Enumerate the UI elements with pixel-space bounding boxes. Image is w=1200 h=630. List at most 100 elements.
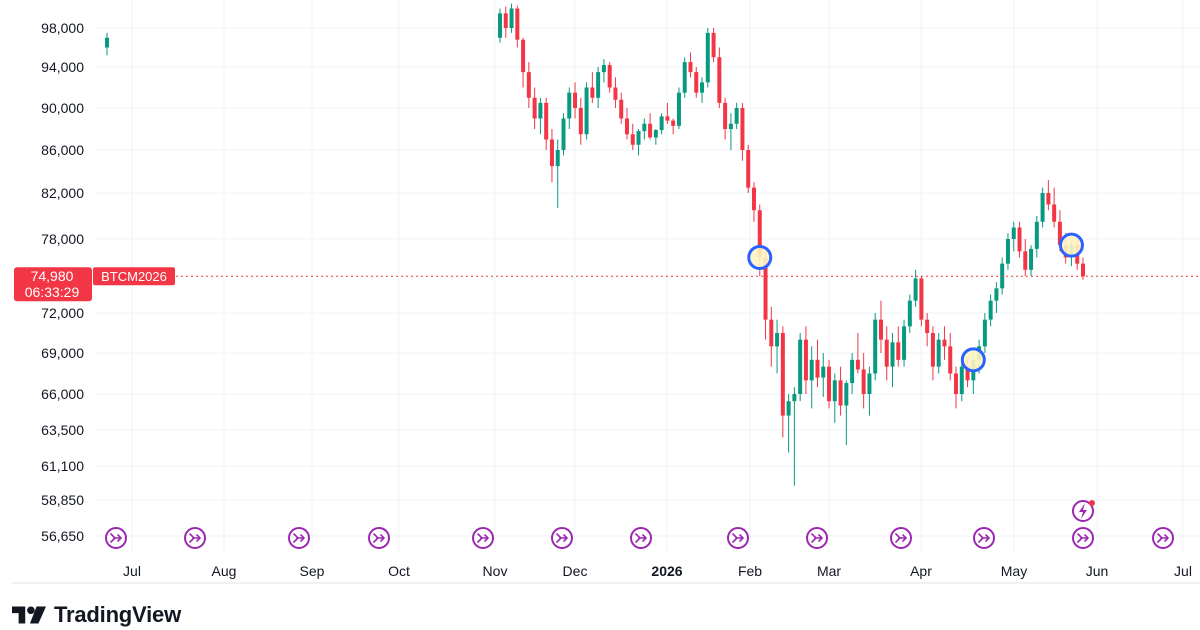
candle-body: [1023, 251, 1028, 270]
candle-body: [786, 401, 791, 416]
y-tick-label: 69,000: [41, 345, 84, 361]
candle-body: [734, 108, 739, 124]
event-arrow-icon[interactable]: [727, 527, 749, 549]
candle-body: [711, 32, 716, 58]
x-tick-label: Mar: [817, 563, 841, 579]
candle-body: [624, 118, 629, 135]
candle-body: [717, 57, 722, 103]
candle-body: [509, 8, 514, 28]
candle-body: [671, 120, 676, 126]
event-arrow-icon[interactable]: [472, 527, 494, 549]
candle-body: [723, 102, 728, 129]
chart-grid: [96, 0, 1200, 552]
candle-body: [855, 359, 860, 370]
candle-body: [954, 373, 959, 394]
candle-body: [803, 339, 808, 381]
y-tick-label: 63,500: [41, 422, 84, 438]
x-tick-label: Jul: [123, 563, 141, 579]
event-arrow-icon[interactable]: [105, 527, 127, 549]
candle-body: [1057, 221, 1062, 246]
event-arrow-icon[interactable]: [184, 527, 206, 549]
candle-body: [1034, 221, 1039, 249]
candle-body: [648, 123, 653, 138]
x-tick-label: Jul: [1174, 563, 1192, 579]
lightning-alert-icon[interactable]: [1072, 500, 1095, 522]
candle-body: [1005, 239, 1010, 264]
candle-body: [676, 92, 681, 126]
candle-body: [653, 130, 658, 138]
y-tick-label: 72,000: [41, 305, 84, 321]
y-tick-label: 56,650: [41, 528, 84, 544]
candle-body: [809, 359, 814, 381]
y-tick-label: 94,000: [41, 59, 84, 75]
highlight-circle: [1058, 232, 1084, 258]
candle-body: [942, 339, 947, 347]
candlestick-chart[interactable]: 98,000 94,000 90,000 86,000 82,000 78,000 72,0…: [0, 0, 1200, 600]
candle-body: [1081, 263, 1085, 277]
price-axis: 98,000 94,000 90,000 86,000 82,000 78,000 72,0…: [41, 20, 84, 544]
candle-body: [815, 359, 820, 378]
candle-body: [728, 123, 733, 129]
candle-body: [601, 65, 606, 73]
candle-body: [578, 108, 583, 135]
annotation-circles: [747, 232, 1084, 373]
event-arrow-icon[interactable]: [890, 527, 912, 549]
highlight-circle: [960, 347, 986, 373]
x-tick-label: 2026: [651, 563, 682, 579]
candle-body: [873, 319, 878, 374]
symbol-name: BTCM2026: [101, 269, 167, 284]
candle-body: [751, 187, 756, 211]
candle-body: [792, 394, 797, 402]
brand-name[interactable]: TradingView: [54, 602, 181, 627]
event-arrow-icon[interactable]: [806, 527, 828, 549]
event-arrow-icon[interactable]: [368, 527, 390, 549]
candle-body: [665, 116, 670, 121]
event-arrow-icon[interactable]: [1152, 527, 1174, 549]
candle-body: [1046, 193, 1051, 205]
candle-body: [959, 366, 964, 394]
tradingview-logo-icon[interactable]: [12, 604, 46, 626]
y-tick-label: 82,000: [41, 185, 84, 201]
event-arrow-icon[interactable]: [288, 527, 310, 549]
candle-body: [861, 369, 866, 394]
candle-body: [700, 82, 705, 93]
candle-body: [544, 102, 549, 140]
candle-body: [532, 97, 537, 119]
event-arrow-icon[interactable]: [630, 527, 652, 549]
candle-body: [878, 319, 883, 340]
candle-body: [907, 300, 912, 327]
candle-body: [994, 288, 999, 301]
candle-body: [896, 342, 901, 360]
candle-body: [1052, 204, 1057, 222]
candle-body: [630, 134, 635, 145]
event-arrow-icon[interactable]: [973, 527, 995, 549]
candle-body: [636, 131, 641, 145]
candle-body: [832, 380, 837, 402]
event-arrow-icon[interactable]: [551, 527, 573, 549]
candle-body: [642, 123, 647, 132]
candle-body: [573, 92, 578, 108]
candle-body: [775, 333, 780, 347]
x-tick-label: Apr: [910, 563, 932, 579]
candle-body: [867, 373, 872, 394]
candle-body: [526, 72, 531, 98]
time-axis: Jul Aug Sep Oct Nov Dec 2026 Feb Mar Apr May Jun Jul: [12, 563, 1200, 584]
event-arrow-icon[interactable]: [1072, 527, 1094, 549]
countdown-timer: 06:33:29: [25, 284, 80, 300]
x-tick-label: Jun: [1086, 563, 1109, 579]
candle-body: [902, 326, 907, 360]
event-markers: [105, 527, 1174, 549]
candle-body: [930, 333, 935, 367]
y-tick-label: 58,850: [41, 492, 84, 508]
footer: TradingView: [12, 600, 181, 630]
x-tick-label: Feb: [738, 563, 762, 579]
y-tick-label: 98,000: [41, 20, 84, 36]
candle-body: [521, 39, 526, 73]
candle-body: [936, 339, 941, 367]
candle-body: [538, 102, 543, 119]
candle-body: [925, 319, 930, 333]
candle-body: [1029, 248, 1034, 270]
candle-body: [919, 278, 924, 320]
candle-body: [988, 300, 993, 320]
y-tick-label: 66,000: [41, 386, 84, 402]
